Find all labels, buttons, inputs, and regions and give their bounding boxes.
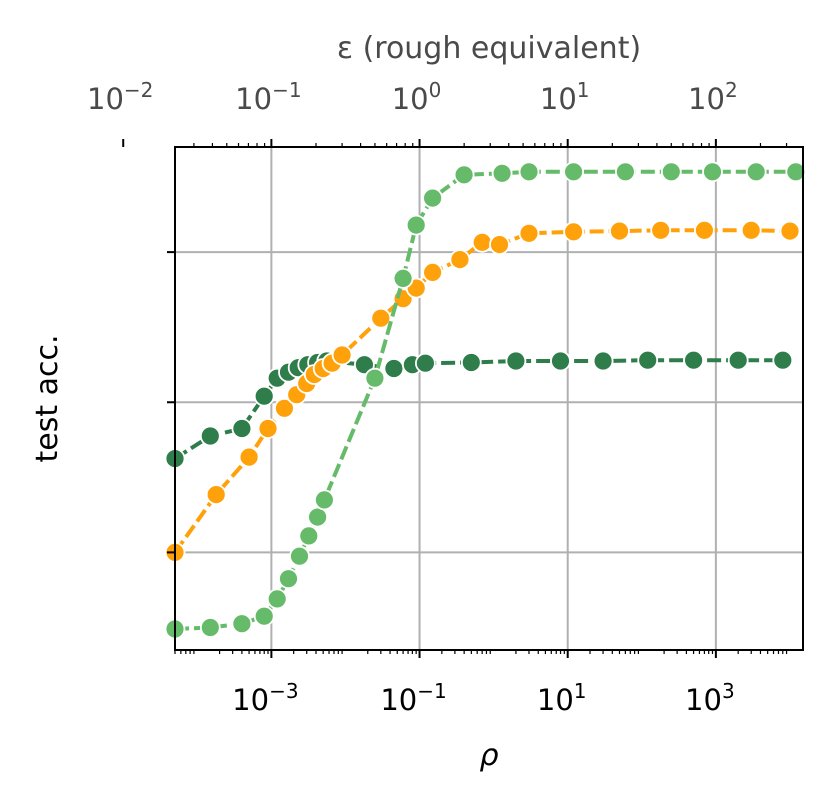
data-point	[422, 261, 444, 283]
x-axis-ticks: 10−3 10−1 101 103	[174, 650, 788, 717]
data-point	[491, 162, 513, 184]
data-point	[414, 352, 436, 374]
plot-series	[164, 161, 807, 640]
data-point	[383, 358, 405, 379]
x-tick-label-exponent: 1	[574, 679, 587, 703]
data-point	[257, 418, 279, 439]
data-point	[740, 219, 762, 241]
top-axis-ticks: 10−2 10−1 100 101 102	[87, 78, 788, 147]
top-tick-label: 10−1	[235, 78, 301, 116]
y-axis-ticks	[167, 251, 175, 554]
data-point	[650, 219, 672, 241]
top-tick-label-exponent: 0	[429, 78, 442, 102]
top-tick-label-base: 10	[87, 82, 124, 116]
data-point	[683, 349, 704, 371]
x-tick-label-exponent: 3	[722, 679, 735, 703]
data-point	[660, 161, 682, 183]
x-tick-label-base: 10	[537, 683, 574, 717]
data-point	[563, 221, 584, 243]
x-tick-label-exponent: −3	[269, 679, 298, 703]
data-point	[727, 349, 749, 371]
data-point	[609, 220, 630, 242]
y-axis-title: test acc.	[30, 334, 65, 462]
data-point	[231, 613, 253, 635]
data-point	[253, 605, 275, 627]
data-point	[779, 220, 801, 242]
x-axis-title: ρ	[479, 738, 498, 773]
data-point	[370, 307, 392, 329]
top-tick-label: 10−2	[87, 78, 153, 116]
data-point	[298, 525, 320, 547]
data-point	[253, 385, 275, 407]
top-tick-label-base: 10	[235, 82, 272, 116]
data-point	[785, 161, 807, 183]
data-point	[449, 249, 471, 271]
x-tick-label: 10−1	[380, 679, 446, 717]
data-point	[353, 354, 375, 376]
top-tick-label-base: 10	[540, 82, 577, 116]
data-series	[164, 349, 794, 470]
top-tick-label-base: 10	[392, 82, 429, 116]
top-axis-title: ε (rough equivalent)	[337, 31, 641, 66]
top-tick-label-exponent: −1	[272, 78, 301, 102]
data-point	[702, 161, 723, 183]
data-point	[307, 506, 329, 528]
x-tick-label: 103	[685, 679, 735, 717]
top-tick-label: 100	[392, 78, 442, 116]
data-point	[592, 350, 614, 372]
data-point	[205, 484, 227, 506]
data-point	[637, 349, 659, 371]
data-point	[392, 267, 414, 289]
data-series	[164, 161, 807, 640]
data-point	[453, 164, 475, 186]
data-point	[505, 350, 527, 372]
top-tick-label-exponent: 1	[577, 78, 590, 102]
data-point	[238, 446, 260, 468]
data-point	[471, 231, 493, 253]
series-line	[173, 358, 783, 461]
data-point	[199, 617, 221, 638]
top-tick-label-exponent: −2	[124, 78, 153, 102]
data-point	[772, 349, 794, 371]
data-point	[364, 367, 386, 389]
top-tick-label-exponent: 2	[725, 78, 738, 102]
data-point	[518, 222, 540, 244]
data-point	[266, 588, 288, 610]
data-point	[563, 161, 584, 183]
x-tick-label: 10−3	[232, 679, 298, 717]
data-point	[405, 214, 427, 236]
data-point	[278, 568, 299, 590]
data-point	[231, 418, 253, 439]
data-point	[550, 350, 571, 372]
x-tick-label-exponent: −1	[417, 679, 446, 703]
x-tick-label-base: 10	[380, 683, 417, 717]
top-tick-label: 102	[688, 78, 738, 116]
data-point	[313, 489, 335, 511]
data-point	[331, 344, 353, 366]
data-point	[273, 397, 295, 419]
data-point	[745, 161, 767, 183]
plot-frame	[174, 146, 804, 651]
data-point	[422, 187, 444, 209]
data-point	[694, 219, 715, 241]
data-point	[615, 161, 636, 183]
data-point	[460, 352, 482, 373]
top-tick-label-base: 10	[688, 82, 725, 116]
x-tick-label-base: 10	[232, 683, 269, 717]
top-tick-label: 101	[540, 78, 590, 116]
x-tick-label: 101	[537, 679, 587, 717]
x-tick-label-base: 10	[685, 683, 722, 717]
data-point	[489, 234, 510, 256]
data-point	[518, 161, 540, 183]
data-point	[289, 545, 310, 567]
data-point	[199, 425, 221, 447]
